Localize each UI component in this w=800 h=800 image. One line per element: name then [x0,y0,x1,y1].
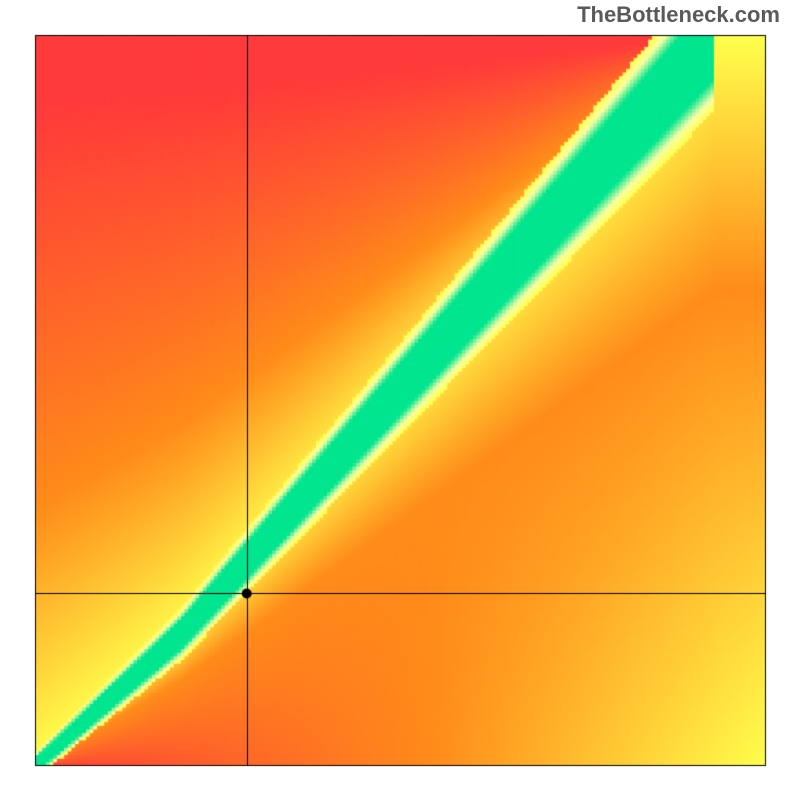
heatmap-canvas [0,0,800,800]
attribution-label: TheBottleneck.com [577,2,780,28]
chart-container: TheBottleneck.com [0,0,800,800]
